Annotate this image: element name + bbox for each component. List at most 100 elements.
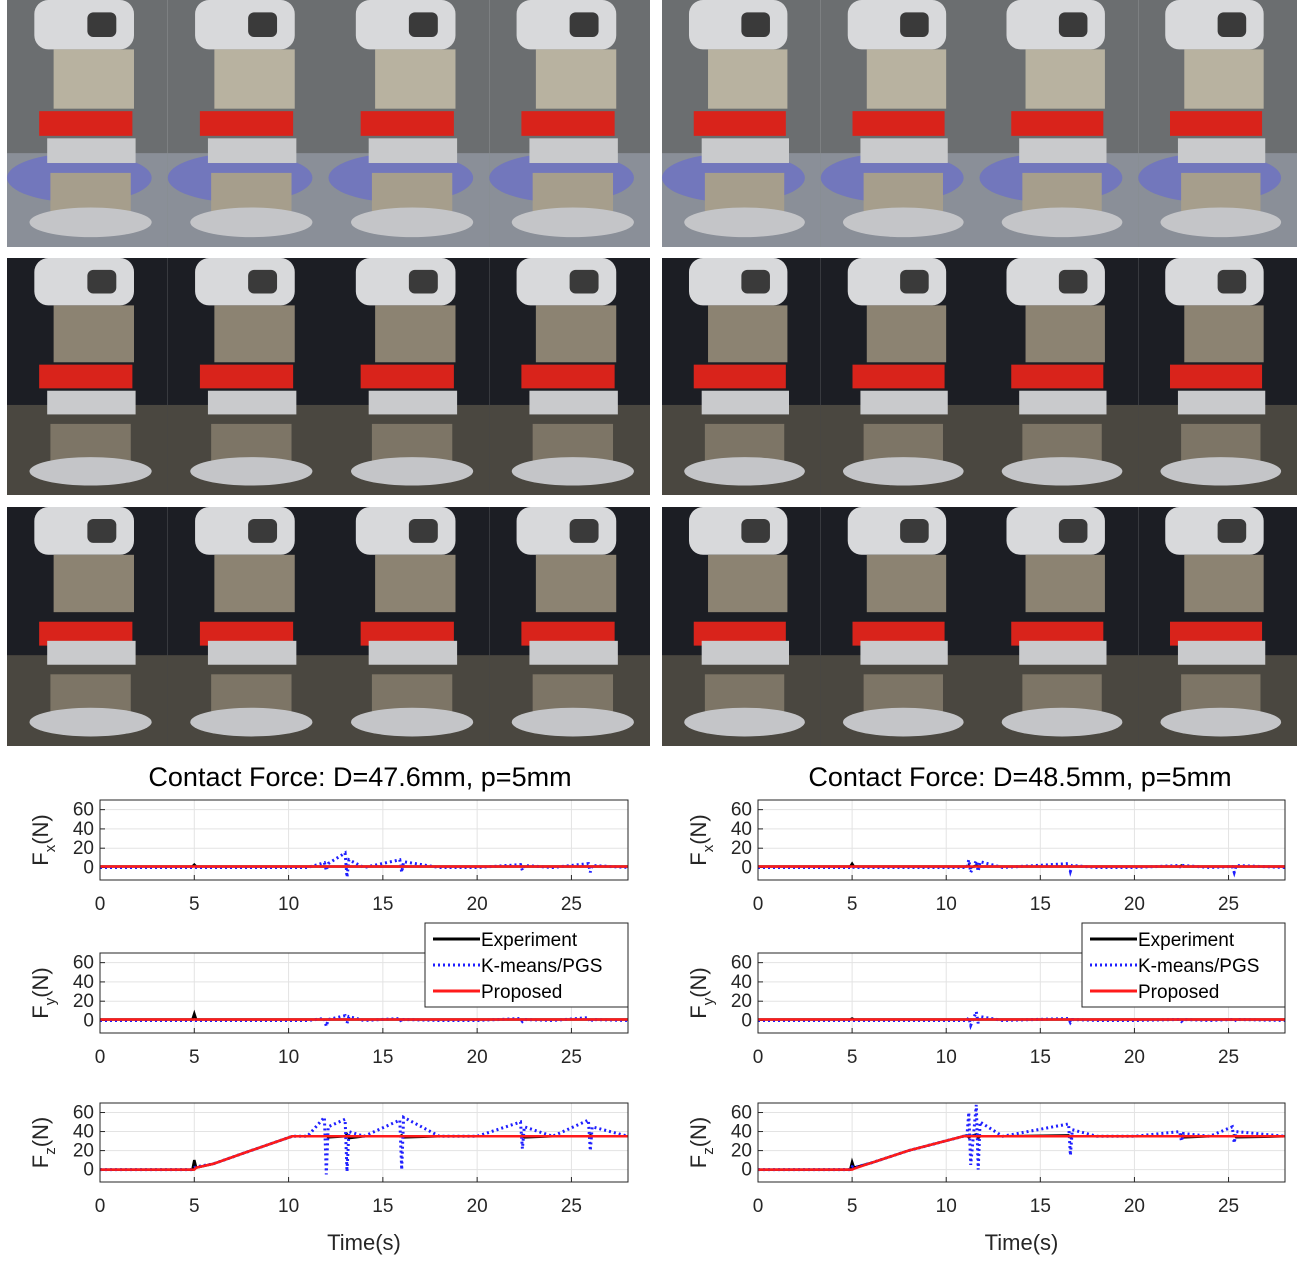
photo-tile <box>821 507 980 746</box>
robot-sensor <box>741 519 770 543</box>
x-tick-label: 10 <box>278 1196 299 1217</box>
photo-tile <box>1138 0 1297 247</box>
robot-joint <box>375 49 455 108</box>
robot-sensor <box>900 519 929 543</box>
legend-label: Proposed <box>1138 982 1219 1003</box>
robot-head <box>848 0 946 49</box>
red-gripper <box>39 365 132 389</box>
x-tick-label: 10 <box>278 894 299 915</box>
robot-flange <box>208 138 296 163</box>
robot-plate <box>351 207 473 237</box>
robot-plate <box>351 708 473 737</box>
robot-flange <box>1178 641 1265 665</box>
robot-head <box>517 258 617 305</box>
y-tick-label: 20 <box>73 838 94 859</box>
legend-label: Experiment <box>481 930 578 951</box>
robot-sensor <box>409 12 438 37</box>
robot-joint <box>708 49 787 108</box>
y-label-sub: z <box>700 1147 717 1155</box>
robot-plate <box>190 207 312 237</box>
robot-plate <box>684 207 805 237</box>
x-tick-label: 25 <box>561 894 582 915</box>
photo-tile <box>662 507 821 746</box>
y-axis-label: Fx(N) <box>28 814 59 866</box>
robot-joint <box>375 555 455 612</box>
robot-joint <box>536 555 616 612</box>
robot-head <box>356 507 456 555</box>
robot-joint <box>708 305 787 362</box>
robot-plate <box>30 708 152 737</box>
y-axis-label: Fx(N) <box>686 814 717 866</box>
robot-plate <box>1002 457 1123 485</box>
robot-flange <box>47 391 135 415</box>
red-gripper <box>361 111 454 136</box>
robot-sensor <box>87 270 116 294</box>
robot-sensor <box>570 12 599 37</box>
x-tick-label: 5 <box>189 894 200 915</box>
robot-joint <box>214 305 294 362</box>
robot-head <box>1165 258 1263 305</box>
x-tick-label: 25 <box>561 1047 582 1068</box>
red-gripper <box>39 111 132 136</box>
robot-sensor <box>1218 519 1247 543</box>
robot-head <box>689 258 787 305</box>
x-tick-label: 15 <box>372 1196 393 1217</box>
x-axis-label: Time(s) <box>327 1230 401 1255</box>
photo-tile <box>168 0 329 247</box>
photo-tile <box>168 258 329 495</box>
robot-flange <box>702 391 789 415</box>
x-tick-label: 20 <box>467 1047 488 1068</box>
y-tick-label: 0 <box>741 1160 752 1181</box>
robot-flange <box>47 641 135 665</box>
photo-tile <box>1138 258 1297 495</box>
robot-sensor <box>248 12 277 37</box>
x-tick-label: 20 <box>1124 1047 1145 1068</box>
robot-plate <box>843 457 964 485</box>
y-tick-label: 40 <box>73 1122 94 1143</box>
x-tick-label: 15 <box>372 894 393 915</box>
robot-joint <box>1026 305 1105 362</box>
y-label-main: F <box>686 852 711 865</box>
y-label-unit: (N) <box>686 967 711 998</box>
robot-sensor <box>1059 12 1088 37</box>
y-tick-label: 40 <box>73 819 94 840</box>
photo-tile <box>662 0 821 247</box>
robot-sensor <box>900 12 929 37</box>
y-tick-label: 40 <box>731 972 752 993</box>
y-axis-label: Fy(N) <box>686 967 717 1019</box>
red-gripper <box>521 111 614 136</box>
y-tick-label: 20 <box>731 1141 752 1162</box>
robot-sensor <box>409 270 438 294</box>
x-tick-label: 25 <box>1218 1047 1239 1068</box>
y-label-unit: (N) <box>28 967 53 998</box>
y-label-main: F <box>28 1005 53 1018</box>
robot-plate <box>843 207 964 237</box>
x-tick-label: 10 <box>936 1196 957 1217</box>
robot-plate <box>30 457 152 485</box>
figure: Contact Force: D=47.6mm, p=5mm0510152025… <box>0 0 1301 1258</box>
x-tick-label: 15 <box>1030 1196 1051 1217</box>
robot-flange <box>1178 391 1265 415</box>
robot-joint <box>1184 49 1263 108</box>
x-tick-label: 5 <box>189 1047 200 1068</box>
y-label-main: F <box>28 852 53 865</box>
x-tick-label: 20 <box>1124 894 1145 915</box>
robot-sensor <box>409 519 438 543</box>
red-gripper <box>853 365 945 389</box>
robot-plate <box>512 457 634 485</box>
y-tick-label: 60 <box>73 800 94 821</box>
robot-joint <box>375 305 455 362</box>
robot-flange <box>208 641 296 665</box>
y-axis-label: Fz(N) <box>686 1117 717 1169</box>
robot-head <box>1165 0 1263 49</box>
y-label-main: F <box>686 1155 711 1168</box>
robot-plate <box>684 708 805 737</box>
red-gripper <box>694 365 786 389</box>
robot-head <box>356 0 456 49</box>
y-tick-label: 40 <box>73 972 94 993</box>
robot-sensor <box>1059 519 1088 543</box>
robot-joint <box>867 305 946 362</box>
x-tick-label: 20 <box>1124 1196 1145 1217</box>
red-gripper <box>694 111 786 136</box>
y-tick-label: 60 <box>73 1103 94 1124</box>
